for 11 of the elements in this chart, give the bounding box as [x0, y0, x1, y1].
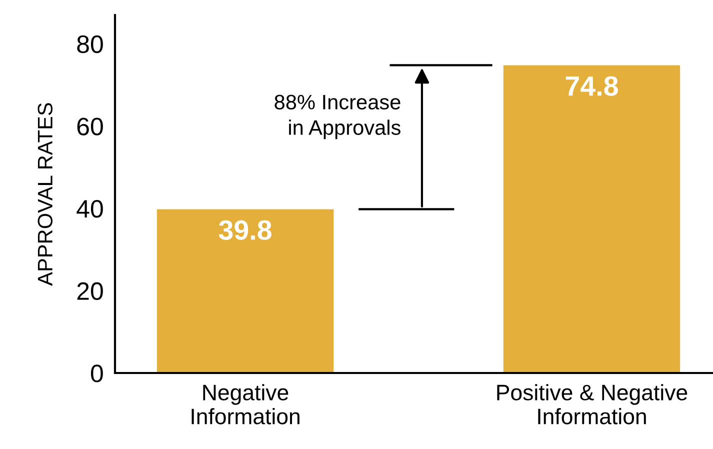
x-tick-label: Positive & Negative Information: [497, 384, 688, 424]
y-tick-label: 60: [77, 118, 103, 136]
y-tick-label: 20: [77, 282, 103, 300]
x-tick-label: Negative Information: [192, 384, 300, 424]
y-axis-title: APPROVAL RATES: [38, 103, 53, 286]
y-tick-label: 0: [90, 364, 103, 382]
y-tick-label: 80: [77, 35, 103, 54]
annotation: 88% Increase in Approvals: [274, 94, 400, 140]
data-label: 39.8: [218, 220, 272, 240]
y-tick-label: 40: [76, 200, 103, 218]
data-label: 74.8: [566, 76, 618, 96]
